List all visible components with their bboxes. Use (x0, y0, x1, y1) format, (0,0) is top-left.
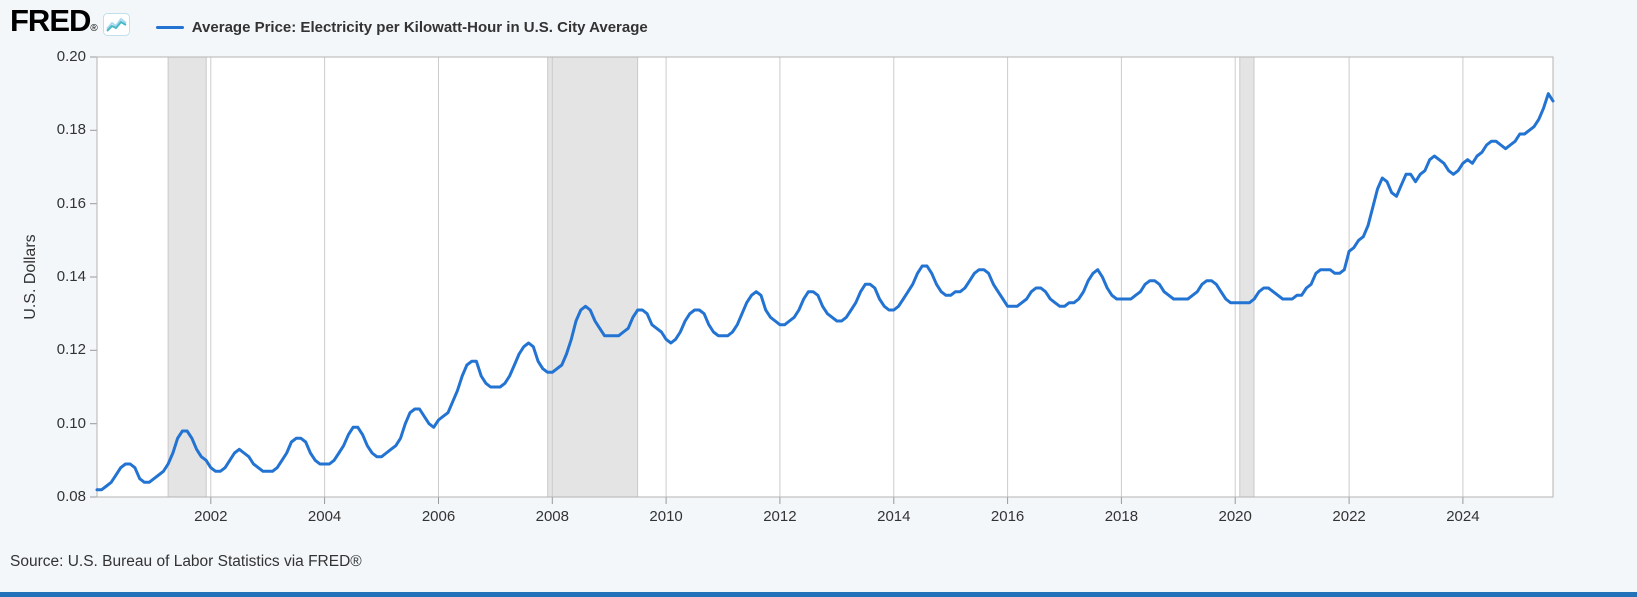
y-axis-tick-label: 0.08 (56, 488, 86, 505)
bottom-accent-bar (0, 592, 1637, 597)
recession-band (547, 56, 639, 498)
y-axis-tick-label: 0.20 (56, 48, 86, 65)
x-axis-tick-label: 2004 (307, 508, 342, 525)
source-note: Source: U.S. Bureau of Labor Statistics … (10, 553, 362, 570)
fred-logo[interactable]: FRED® (10, 3, 98, 46)
legend: Average Price: Electricity per Kilowatt-… (155, 18, 648, 36)
recession-band (1239, 56, 1255, 498)
x-axis-tick-label: 2024 (1446, 508, 1480, 525)
y-axis-tick-label: 0.18 (56, 121, 86, 139)
x-axis-tick-label: 2022 (1332, 508, 1366, 525)
y-axis-tick-label: 0.14 (56, 268, 86, 285)
plot-background (97, 57, 1553, 497)
y-axis-tick-label: 0.10 (56, 414, 86, 432)
recession-band (167, 56, 207, 498)
y-axis-tick-label: 0.16 (56, 194, 86, 212)
x-axis-tick-label: 2006 (421, 508, 456, 525)
chart-header: FRED® Average Price: Electricity per Kil… (10, 4, 648, 46)
fred-sparkline-icon (102, 13, 130, 41)
x-axis-tick-label: 2016 (990, 508, 1025, 525)
x-axis-tick-label: 2008 (535, 508, 569, 525)
registered-mark: ® (90, 23, 97, 34)
x-axis-tick-label: 2010 (649, 508, 683, 525)
price-line-chart[interactable] (0, 0, 1637, 545)
plot-border (96, 56, 1554, 498)
x-axis-tick-label: 2018 (1104, 508, 1139, 525)
price-series-line[interactable] (95, 92, 1555, 492)
legend-label: Average Price: Electricity per Kilowatt-… (191, 18, 648, 36)
legend-line-swatch (155, 25, 184, 29)
x-axis-tick-label: 2002 (194, 508, 228, 525)
fred-logo-text: FRED (10, 3, 91, 38)
y-axis-tick-label: 0.12 (56, 341, 86, 359)
x-axis-tick-label: 2014 (877, 508, 911, 525)
x-axis-tick-label: 2012 (763, 508, 797, 525)
x-axis-tick-label: 2020 (1218, 508, 1252, 525)
